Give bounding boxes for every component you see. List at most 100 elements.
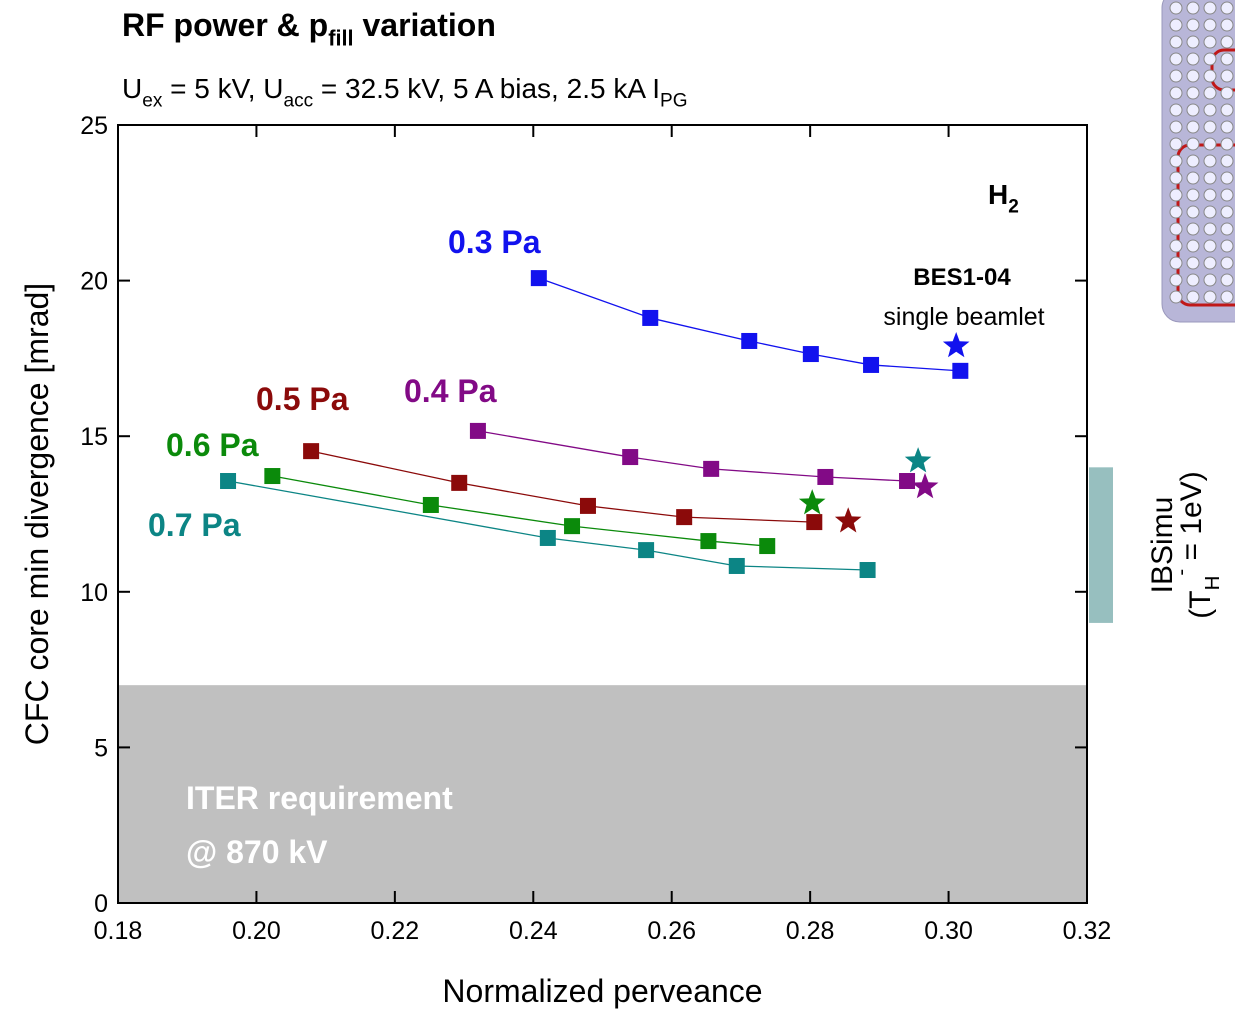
chart-title-part: RF power & p: [122, 7, 328, 43]
photo-hole: [1169, 120, 1183, 134]
data-point: [676, 509, 693, 526]
series-line: [538, 277, 961, 372]
species-label-part: H: [988, 179, 1008, 210]
ibsimu-range: [1089, 467, 1113, 623]
photo-hole: [1203, 35, 1217, 49]
data-point: [530, 270, 547, 287]
data-point: [622, 449, 639, 466]
series-line: [272, 475, 768, 547]
photo-hole: [1169, 35, 1183, 49]
photo-hole: [1220, 69, 1234, 83]
series-line: [227, 480, 868, 571]
y-tick-label: 5: [94, 734, 108, 762]
y-axis-label: CFC core min divergence [mrad]: [19, 283, 55, 745]
chart-subtitle-part: acc: [284, 90, 314, 111]
photo-hole: [1203, 137, 1217, 151]
photo-hole: [1203, 18, 1217, 32]
photo-hole: [1220, 290, 1234, 304]
photo-hole: [1186, 273, 1200, 287]
data-point: [700, 533, 717, 550]
photo-hole: [1169, 137, 1183, 151]
photo-hole: [1169, 171, 1183, 185]
photo-hole: [1169, 103, 1183, 117]
data-point: [451, 474, 468, 491]
photo-hole: [1169, 154, 1183, 168]
photo-hole: [1203, 188, 1217, 202]
data-point: [469, 422, 486, 439]
series-line: [477, 430, 908, 482]
data-point: [264, 468, 281, 485]
x-tick-label: 0.24: [509, 917, 558, 945]
x-tick-label: 0.20: [232, 917, 281, 945]
chart-subtitle-part: U: [122, 73, 142, 104]
photo-hole: [1169, 18, 1183, 32]
photo-hole: [1220, 86, 1234, 100]
photo-hole: [1220, 273, 1234, 287]
x-tick-label: 0.32: [1063, 917, 1112, 945]
photo-hole: [1169, 239, 1183, 253]
photo-hole: [1203, 205, 1217, 219]
beamlet-star: [904, 447, 932, 473]
data-point: [802, 346, 819, 363]
beamlet-note: BES1-04: [913, 264, 1011, 291]
photo-hole: [1220, 188, 1234, 202]
data-point: [642, 309, 659, 326]
data-point: [952, 362, 969, 379]
x-tick-label: 0.28: [786, 917, 835, 945]
photo-hole: [1220, 18, 1234, 32]
photo-hole: [1220, 205, 1234, 219]
series-label: 0.7 Pa: [148, 507, 241, 543]
chart-title-part: fill: [328, 26, 353, 51]
ibsimu-note-part: (T: [1184, 590, 1217, 618]
photo-hole: [1203, 239, 1217, 253]
data-point: [863, 356, 880, 373]
data-point: [579, 497, 596, 514]
photo-hole: [1169, 1, 1183, 15]
photo-hole: [1203, 171, 1217, 185]
photo-hole: [1169, 205, 1183, 219]
x-tick-label: 0.18: [94, 917, 143, 945]
photo-hole: [1220, 1, 1234, 15]
photo-hole: [1169, 290, 1183, 304]
data-point: [899, 473, 916, 490]
photo-hole: [1169, 52, 1183, 66]
species-label-part: 2: [1008, 196, 1019, 217]
ibsimu-note-part: = 1eV): [1175, 471, 1208, 569]
photo-hole: [1186, 239, 1200, 253]
photo-hole: [1186, 222, 1200, 236]
photo-hole: [1186, 1, 1200, 15]
chart-subtitle-part: = 32.5 kV, 5 A bias, 2.5 kA I: [313, 73, 660, 104]
photo-hole: [1220, 103, 1234, 117]
chart-title-part: variation: [354, 7, 496, 43]
y-tick-label: 25: [80, 112, 108, 140]
photo-hole: [1169, 69, 1183, 83]
series-label: 0.6 Pa: [166, 427, 259, 463]
chart-subtitle-part: PG: [660, 90, 688, 111]
photo-hole: [1186, 18, 1200, 32]
photo-hole: [1186, 171, 1200, 185]
y-tick-label: 20: [80, 268, 108, 296]
x-tick-label: 0.30: [924, 917, 973, 945]
photo-hole: [1203, 256, 1217, 270]
x-tick-label: 0.26: [647, 917, 696, 945]
iter-region: [118, 685, 1087, 903]
photo-hole: [1186, 256, 1200, 270]
chart-subtitle-part: = 5 kV, U: [162, 73, 283, 104]
photo-hole: [1169, 273, 1183, 287]
ibsimu-note-part: H: [1202, 576, 1224, 591]
series-line: [310, 450, 815, 523]
species-label: H2: [988, 179, 1019, 217]
photo-hole: [1220, 137, 1234, 151]
photo-hole: [1186, 205, 1200, 219]
series-label: 0.4 Pa: [404, 373, 497, 409]
chart-subtitle-part: ex: [142, 90, 163, 111]
data-point: [817, 468, 834, 485]
photo-hole: [1220, 171, 1234, 185]
photo-hole: [1186, 69, 1200, 83]
photo-hole: [1186, 52, 1200, 66]
photo-hole: [1203, 154, 1217, 168]
beamlet-star: [798, 489, 826, 515]
chart-title: RF power & pfill variation: [122, 7, 496, 51]
x-tick-label: 0.22: [371, 917, 420, 945]
